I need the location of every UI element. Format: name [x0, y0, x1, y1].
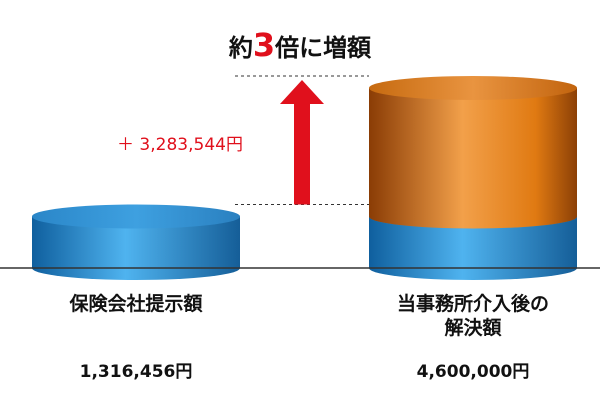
- segment-top: [32, 204, 240, 229]
- category-label: 保険会社提示額: [69, 293, 203, 315]
- title-suffix: 倍に増額: [275, 34, 372, 62]
- chart-title: 約3倍に増額: [0, 26, 600, 64]
- value-label: ＋ 3,283,544円: [117, 135, 243, 156]
- cylinder-segment: [32, 204, 240, 280]
- category-label: 当事務所介入後の解決額: [396, 293, 549, 339]
- segment-top: [369, 76, 577, 100]
- total-label: 1,316,456円: [79, 362, 193, 382]
- title-emphasis: 3: [252, 26, 276, 64]
- segment-body: [369, 88, 577, 217]
- total-label: 4,600,000円: [416, 362, 530, 382]
- cylinder-segment: [369, 76, 577, 229]
- increase-arrow: [280, 80, 324, 205]
- title-prefix: 約: [228, 34, 253, 62]
